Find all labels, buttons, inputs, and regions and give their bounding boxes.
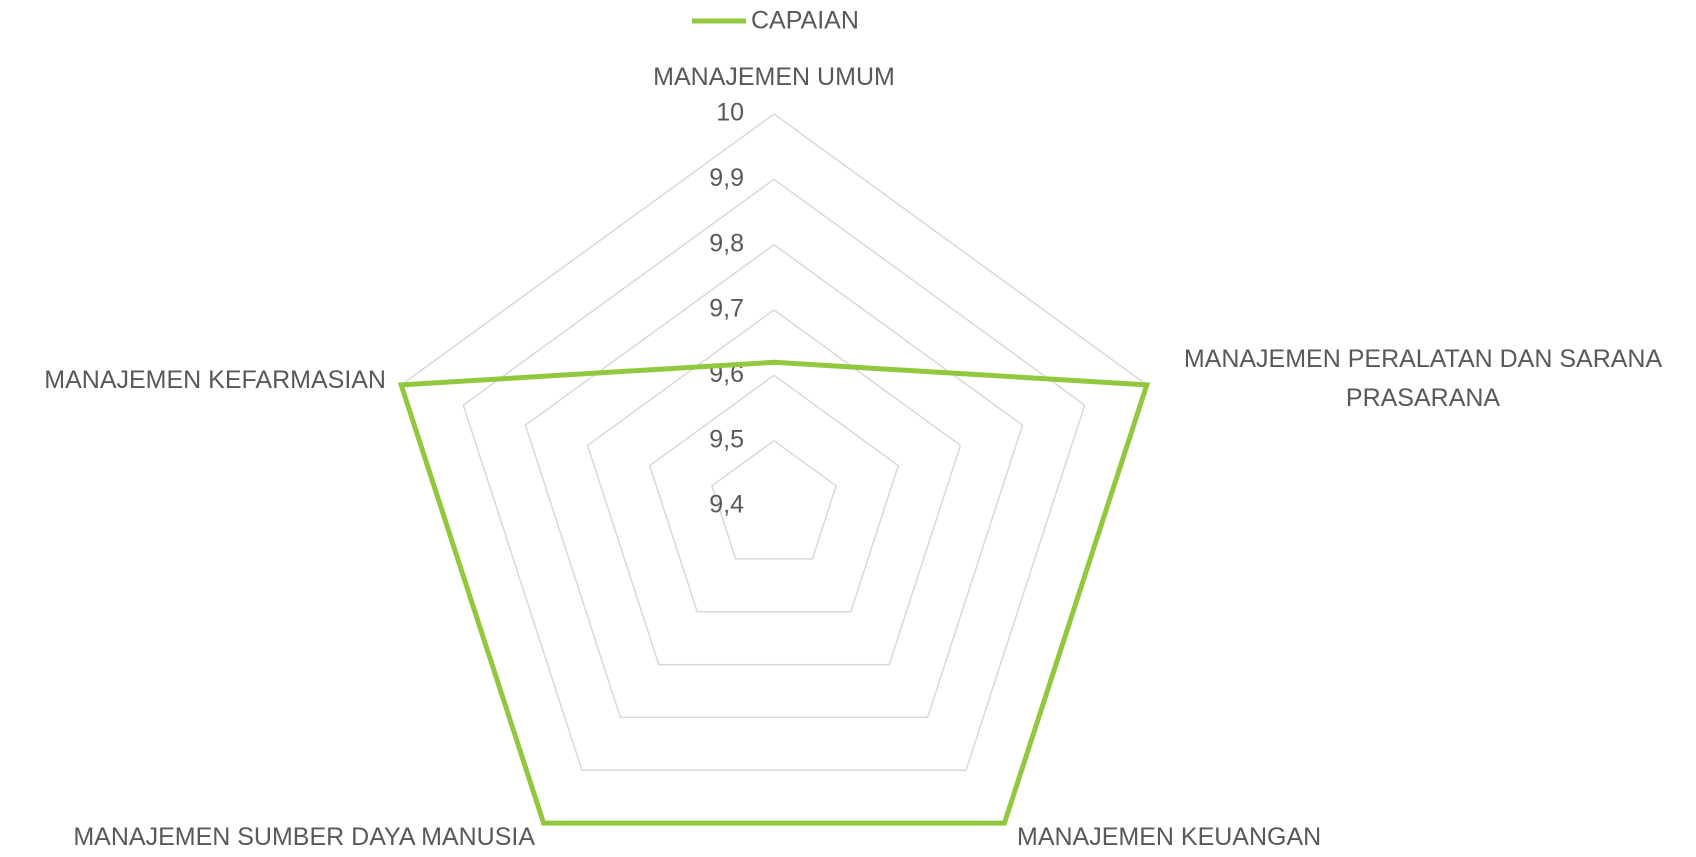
grid-ring <box>586 309 962 666</box>
tick-label: 9,8 <box>709 229 744 257</box>
series-line <box>397 359 1151 826</box>
grid-ring <box>711 439 837 560</box>
legend-label: CAPAIAN <box>751 7 859 35</box>
category-label: MANAJEMEN KEFARMASIAN <box>44 366 386 394</box>
category-label: MANAJEMEN UMUM <box>653 63 895 91</box>
category-label: MANAJEMEN PERALATAN DAN SARANA PRASARANA <box>1183 345 1663 412</box>
tick-label: 9,9 <box>709 164 744 192</box>
category-label: MANAJEMEN SUMBER DAYA MANUSIA <box>73 823 535 851</box>
grid-ring <box>462 178 1086 772</box>
category-label: MANAJEMEN KEUANGAN <box>1017 823 1322 851</box>
tick-label: 9,7 <box>709 295 744 323</box>
grid-ring <box>648 374 900 613</box>
tick-label: 9,4 <box>709 491 744 519</box>
grid-ring <box>524 243 1024 719</box>
tick-label: 9,5 <box>709 425 744 453</box>
tick-label: 10 <box>716 99 744 127</box>
